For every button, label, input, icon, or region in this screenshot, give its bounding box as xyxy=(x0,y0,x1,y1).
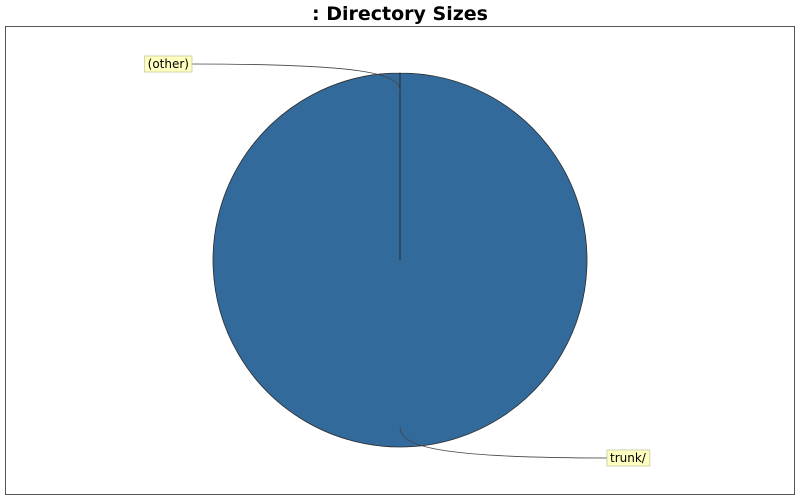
slice-label-text: trunk/ xyxy=(610,451,647,465)
leader-line-trunk xyxy=(399,426,610,459)
slices-layer xyxy=(212,72,588,448)
slice-label-other: (other) xyxy=(144,55,193,73)
chart-title: : Directory Sizes xyxy=(312,3,488,25)
leader-line-other xyxy=(190,63,401,92)
slice-label-text: (other) xyxy=(148,57,189,71)
slice-label-box xyxy=(606,449,651,467)
slice-label-box xyxy=(144,55,193,73)
slice-label-trunk: trunk/ xyxy=(606,449,651,467)
leaders-layer xyxy=(190,63,610,459)
labels-layer: trunk/ (other) xyxy=(144,55,651,467)
